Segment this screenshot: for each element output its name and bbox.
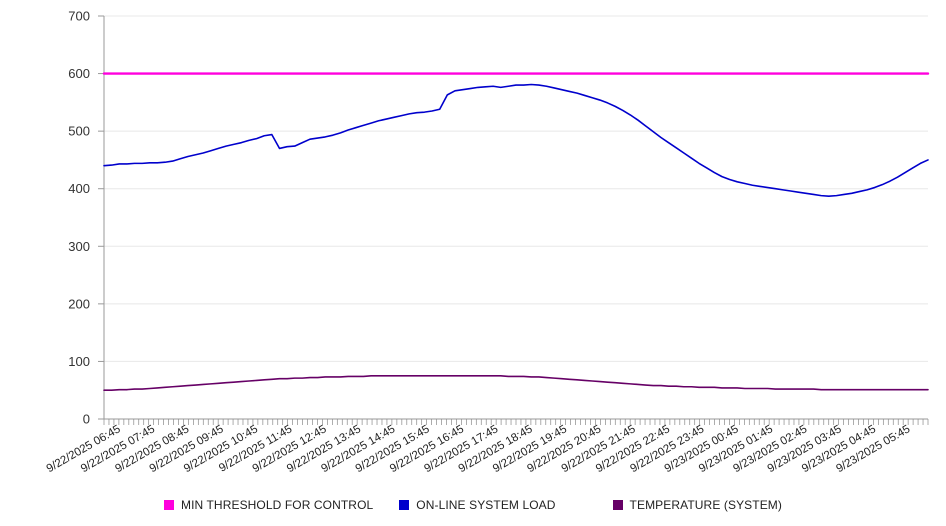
y-axis-tick-label: 300 (68, 239, 90, 254)
legend-item-label: ON-LINE SYSTEM LOAD (416, 498, 556, 512)
series-lines (102, 72, 930, 392)
legend-color-swatch (612, 500, 623, 510)
y-axis-tick-label: 600 (68, 66, 90, 81)
y-axis-tick-label: 500 (68, 124, 90, 139)
series-line (103, 375, 929, 392)
chart-legend: MIN THRESHOLD FOR CONTROL ON-LINE SYSTEM … (0, 494, 946, 516)
x-axis-tick-labels: 9/22/2025 06:459/22/2025 07:459/22/2025 … (45, 423, 913, 475)
x-axis-minor-ticks (103, 419, 929, 425)
legend-item-label: TEMPERATURE (SYSTEM) (629, 498, 782, 512)
legend-item[interactable]: TEMPERATURE (SYSTEM) (612, 498, 782, 512)
legend-color-swatch (163, 500, 174, 510)
y-axis-tick-label: 200 (68, 296, 90, 311)
y-axis-tick-labels: 0 100 200 300 400 500 600 700 (68, 9, 90, 427)
series-line (103, 83, 929, 197)
legend-item[interactable]: ON-LINE SYSTEM LOAD (399, 498, 555, 512)
legend-color-swatch (399, 500, 410, 510)
legend-item[interactable]: MIN THRESHOLD FOR CONTROL (163, 498, 374, 512)
legend-item-label: MIN THRESHOLD FOR CONTROL (180, 498, 374, 512)
gridlines (98, 15, 928, 420)
y-axis-tick-label: 700 (68, 9, 90, 24)
y-axis-tick-label: 100 (68, 354, 90, 369)
y-axis-tick-label: 400 (68, 181, 90, 196)
y-axis-tick-label: 0 (83, 412, 90, 427)
